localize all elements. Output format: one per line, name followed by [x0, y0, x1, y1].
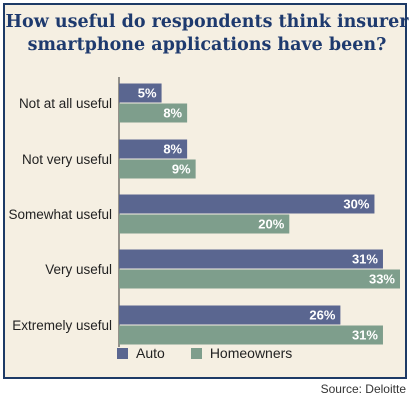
bar-homeowners [119, 325, 383, 345]
bar-homeowners [119, 103, 188, 123]
category-label: Somewhat useful [8, 207, 112, 222]
category-label: Extremely useful [12, 318, 112, 333]
legend-swatch [117, 347, 128, 359]
data-label: 9% [172, 162, 191, 177]
chart-plot: Not at all useful 5% 8% Not very useful 8% 9%… [8, 77, 400, 347]
bar-auto [119, 139, 188, 159]
data-label: 26% [309, 308, 335, 323]
data-label: 33% [369, 272, 395, 287]
data-label: 8% [163, 142, 182, 157]
category-label: Very useful [45, 262, 112, 277]
category-label: Not at all useful [19, 96, 112, 111]
data-label: 30% [343, 197, 369, 212]
legend-item: Auto [117, 345, 165, 361]
legend-item: Homeowners [190, 345, 293, 361]
source-note: Source: Deloitte [320, 382, 406, 396]
data-label: 31% [352, 252, 378, 267]
bar-auto [119, 83, 162, 103]
legend-label: Auto [136, 345, 165, 361]
chart-title: How useful do respondents think insurer … [5, 12, 409, 55]
legend: Auto Homeowners [117, 344, 310, 362]
bar-homeowners [119, 269, 400, 289]
data-label: 31% [352, 328, 378, 343]
category-label: Not very useful [22, 152, 112, 167]
data-label: 20% [258, 217, 284, 232]
bar-homeowners [119, 159, 196, 179]
bar-auto [119, 305, 341, 325]
legend-label: Homeowners [209, 345, 293, 361]
bar-homeowners [119, 214, 290, 234]
bar-auto [119, 194, 375, 214]
data-label: 8% [163, 106, 182, 121]
bar-auto [119, 249, 383, 269]
legend-swatch [190, 347, 202, 359]
data-label: 5% [138, 86, 157, 101]
chart-frame: How useful do respondents think insurer … [3, 3, 409, 379]
